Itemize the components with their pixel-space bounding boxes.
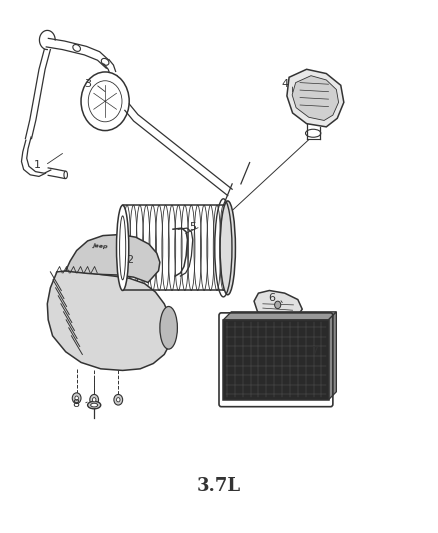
Ellipse shape xyxy=(117,205,129,290)
Circle shape xyxy=(114,394,123,405)
Ellipse shape xyxy=(160,306,177,349)
Polygon shape xyxy=(292,76,339,120)
Ellipse shape xyxy=(88,401,101,409)
Circle shape xyxy=(92,398,96,402)
Text: Jeep: Jeep xyxy=(92,243,108,249)
Polygon shape xyxy=(328,312,336,400)
Ellipse shape xyxy=(64,171,67,179)
Polygon shape xyxy=(287,69,344,127)
Circle shape xyxy=(90,394,99,405)
Polygon shape xyxy=(223,312,336,320)
Circle shape xyxy=(117,398,120,402)
Circle shape xyxy=(75,396,78,400)
Ellipse shape xyxy=(220,201,236,295)
Text: 7: 7 xyxy=(311,346,318,356)
Text: 8: 8 xyxy=(72,399,79,409)
Text: 5: 5 xyxy=(189,222,196,231)
FancyBboxPatch shape xyxy=(223,320,328,400)
Text: 2: 2 xyxy=(126,255,133,265)
Text: 4: 4 xyxy=(281,79,288,89)
Ellipse shape xyxy=(120,216,126,280)
Text: 3.7L: 3.7L xyxy=(197,477,241,495)
Polygon shape xyxy=(254,290,302,319)
Polygon shape xyxy=(47,271,172,370)
Circle shape xyxy=(72,393,81,403)
Text: 6: 6 xyxy=(268,294,275,303)
Text: 3: 3 xyxy=(84,79,91,89)
Circle shape xyxy=(275,301,281,309)
Polygon shape xyxy=(66,235,160,282)
Text: 1: 1 xyxy=(34,160,41,170)
Ellipse shape xyxy=(91,403,98,407)
Circle shape xyxy=(81,72,129,131)
